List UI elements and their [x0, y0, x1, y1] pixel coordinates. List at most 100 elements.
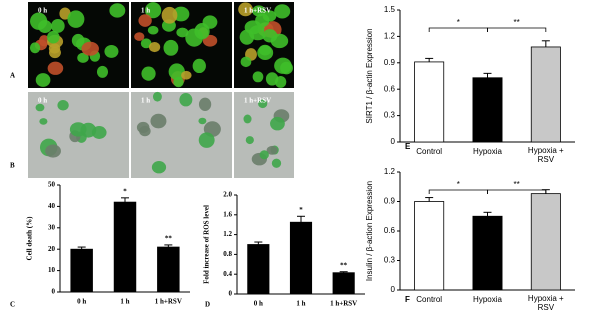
- cell: [252, 71, 264, 83]
- cell: [152, 91, 162, 102]
- cell: [47, 61, 64, 75]
- y-tick-label: 1.2: [384, 167, 396, 176]
- y-tick-label: 0.6: [384, 84, 396, 93]
- cell: [274, 4, 291, 19]
- y-tick-label: 0.6: [384, 226, 396, 235]
- bar: [332, 272, 355, 295]
- bar: [472, 77, 503, 143]
- cell: [49, 47, 61, 59]
- cell: [198, 117, 207, 125]
- panel-label: C: [10, 301, 15, 309]
- cell: [147, 25, 159, 35]
- cell: [148, 42, 161, 53]
- cell: [243, 114, 252, 124]
- y-tick-label: 0.8: [223, 250, 232, 258]
- panel-label: E: [405, 142, 411, 151]
- cell: [57, 100, 69, 111]
- cell: [173, 76, 184, 88]
- y-tick-label: 30: [48, 223, 56, 231]
- cell: [151, 161, 167, 174]
- y-tick-label: 0.9: [384, 197, 396, 206]
- bar: [70, 248, 93, 293]
- y-tick-label: 0.3: [384, 111, 396, 120]
- significance: **: [340, 261, 348, 269]
- significance: **: [514, 180, 520, 189]
- cell: [259, 150, 269, 160]
- cell: [181, 70, 192, 80]
- cell: [168, 63, 185, 80]
- cell: [176, 27, 189, 38]
- bar: [530, 46, 561, 143]
- cell: [266, 145, 278, 155]
- cell: [179, 92, 193, 107]
- bar: [157, 246, 180, 293]
- cell: [262, 29, 278, 43]
- cell: [280, 61, 293, 75]
- cell: [38, 35, 50, 47]
- cell: [245, 136, 254, 145]
- bar: [113, 201, 137, 293]
- cell: [67, 10, 85, 28]
- x-tick-label: 1 h+RSV: [330, 300, 357, 308]
- x-tick-label: 0 h: [254, 300, 263, 308]
- significance: *: [123, 187, 127, 195]
- cell: [141, 66, 156, 81]
- y-tick-label: 1.2: [223, 230, 232, 238]
- panel-label: B: [10, 162, 15, 170]
- y-axis-label: Cell death (%): [26, 216, 34, 261]
- x-tick-label: Hypoxia: [473, 147, 502, 156]
- cell: [29, 42, 41, 54]
- x-tick-label: 1 h+RSV: [155, 298, 182, 306]
- bar: [414, 61, 445, 143]
- significance: *: [457, 18, 460, 27]
- y-tick-label: 0.9: [384, 58, 396, 67]
- cell: [258, 99, 268, 109]
- panel-label: A: [10, 72, 15, 80]
- significance: *: [299, 206, 303, 214]
- y-tick-label: 1.2: [384, 32, 396, 41]
- cell: [240, 56, 252, 68]
- image-caption: 1 h+RSV: [244, 7, 271, 15]
- y-tick-label: 1.6: [223, 210, 232, 218]
- y-tick-label: 40: [48, 202, 56, 210]
- y-tick-label: 0: [52, 288, 56, 296]
- x-tick-label: 1 h: [296, 300, 305, 308]
- cell: [262, 10, 277, 22]
- cell: [163, 39, 179, 56]
- x-tick-label: Hypoxia + RSV: [527, 146, 564, 165]
- y-tick-label: 10: [48, 266, 56, 274]
- cell: [35, 73, 51, 87]
- bar: [247, 244, 270, 295]
- x-tick-label: Control: [416, 147, 442, 156]
- significance: **: [514, 18, 520, 27]
- cell: [35, 103, 45, 112]
- cell: [71, 33, 85, 48]
- y-tick-label: 0.4: [223, 270, 232, 278]
- x-tick-label: Hypoxia + RSV: [527, 294, 564, 313]
- cell: [140, 38, 152, 49]
- cell: [238, 2, 253, 17]
- cell: [258, 44, 272, 56]
- y-axis-label: Fold increase of ROS level: [203, 205, 211, 284]
- cell: [69, 122, 87, 137]
- panel-label: D: [205, 301, 210, 309]
- significance: *: [457, 180, 460, 189]
- cell: [198, 97, 212, 112]
- significance-bracket: [487, 189, 547, 194]
- cell: [150, 113, 167, 129]
- y-axis-label: SIRT1 / β-actin Expression: [365, 28, 374, 123]
- cell: [198, 132, 215, 148]
- cell: [271, 158, 282, 168]
- image-caption: 1 h: [141, 97, 150, 105]
- x-tick-label: Hypoxia: [473, 295, 502, 304]
- x-tick-label: 1 h: [120, 298, 129, 306]
- image-caption: 0 h: [38, 97, 47, 105]
- cell: [109, 3, 126, 18]
- bar: [414, 201, 445, 291]
- bar: [530, 193, 561, 291]
- cell: [192, 58, 206, 74]
- bar: [472, 215, 503, 291]
- y-tick-label: 2.0: [223, 191, 232, 199]
